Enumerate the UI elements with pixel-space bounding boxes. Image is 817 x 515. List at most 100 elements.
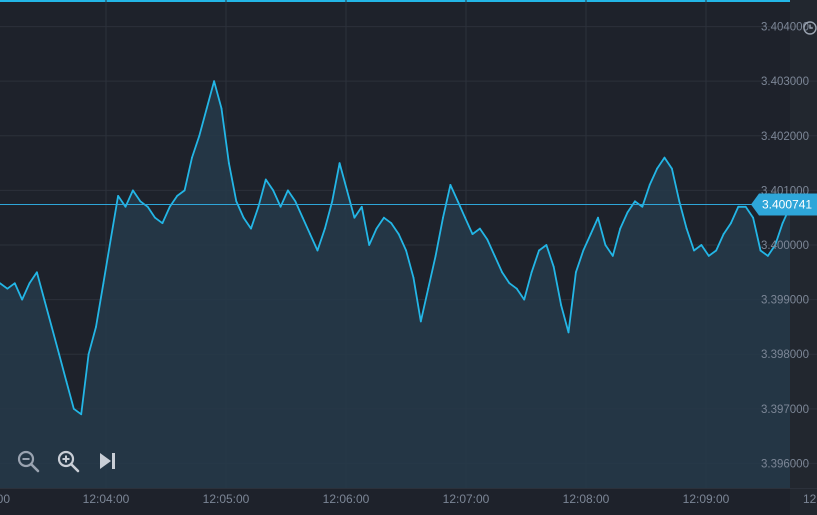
data-point: [471, 233, 474, 235]
data-point: [670, 167, 673, 170]
data-point: [0, 282, 1, 285]
data-point: [508, 282, 511, 285]
data-point: [656, 167, 659, 170]
data-point: [560, 304, 563, 306]
data-point: [272, 189, 275, 192]
current-price-label: 3.400741: [762, 198, 812, 212]
data-point: [567, 331, 570, 334]
data-point: [294, 200, 297, 203]
data-point: [58, 353, 60, 356]
zoom-in-icon: [57, 450, 80, 473]
x-axis-ticks: 00 12:04:00 12:05:00 12:06:00 12:07:00 12:08:…: [0, 492, 817, 506]
price-line: [0, 80, 791, 416]
zoom-in-button[interactable]: [55, 448, 81, 474]
data-point: [242, 216, 245, 219]
data-point: [331, 200, 334, 203]
data-point: [449, 184, 452, 186]
data-point: [287, 189, 289, 192]
data-point: [95, 326, 97, 328]
y-tick-label: 3.399000: [761, 295, 809, 307]
data-point: [493, 255, 496, 257]
data-point: [346, 189, 348, 192]
y-tick-label: 3.396000: [761, 458, 809, 470]
x-tick-label: 12:05:00: [203, 492, 250, 506]
data-point: [191, 156, 193, 159]
data-point: [213, 80, 216, 83]
data-point: [611, 255, 614, 257]
y-tick-label: 3.404000: [761, 22, 809, 34]
data-point: [390, 222, 393, 225]
data-point: [574, 271, 577, 274]
data-point: [87, 353, 90, 356]
data-point: [781, 222, 784, 225]
data-point: [168, 205, 171, 208]
data-point: [36, 271, 38, 274]
zoom-out-icon: [17, 450, 40, 473]
data-point: [250, 227, 252, 230]
data-point: [523, 298, 526, 301]
clock-icon[interactable]: [803, 21, 817, 35]
data-point: [353, 216, 356, 219]
data-point: [43, 298, 46, 301]
data-point: [227, 162, 230, 164]
data-point: [663, 156, 666, 159]
data-point: [146, 205, 149, 208]
data-point: [737, 205, 740, 208]
data-point: [198, 134, 201, 137]
data-point: [264, 178, 267, 181]
data-point: [235, 200, 238, 203]
current-price-badge: [751, 193, 817, 216]
data-point: [131, 189, 134, 192]
area-series: [0, 80, 791, 488]
data-point: [360, 205, 363, 208]
data-point: [368, 244, 371, 246]
price-axis-panel: [790, 0, 817, 515]
data-point: [641, 205, 644, 208]
data-point: [634, 200, 636, 203]
x-tick-label: 00: [0, 492, 10, 506]
data-point: [316, 249, 319, 252]
data-point: [412, 276, 415, 279]
data-point: [405, 249, 407, 252]
data-point: [154, 216, 156, 219]
data-point: [434, 255, 437, 257]
data-point: [597, 216, 599, 219]
data-point: [744, 205, 747, 208]
data-point: [419, 320, 422, 323]
data-point: [530, 271, 533, 274]
data-point: [456, 200, 459, 203]
data-point: [552, 265, 555, 268]
data-point: [161, 222, 164, 225]
data-point: [752, 216, 754, 219]
y-tick-label: 3.403000: [761, 76, 809, 88]
data-point: [139, 200, 142, 203]
data-point: [766, 255, 769, 257]
data-point: [619, 227, 622, 230]
data-point: [442, 216, 444, 219]
data-point: [678, 200, 681, 203]
data-point: [28, 282, 31, 285]
data-point: [730, 222, 732, 225]
y-tick-label: 3.400000: [761, 240, 809, 252]
data-point: [279, 205, 282, 208]
x-tick-label: 12:07:00: [443, 492, 490, 506]
data-point: [759, 249, 762, 252]
data-point: [309, 233, 311, 235]
data-point: [774, 244, 777, 246]
skip-to-end-icon: [100, 453, 115, 469]
zoom-out-button[interactable]: [15, 448, 41, 474]
data-point: [486, 238, 489, 241]
data-point: [72, 407, 75, 410]
data-point: [257, 205, 260, 208]
data-point: [626, 211, 629, 214]
data-point: [464, 216, 467, 219]
data-point: [21, 298, 24, 301]
scroll-to-end-button[interactable]: [95, 448, 121, 474]
data-point: [501, 271, 503, 274]
data-point: [205, 107, 208, 110]
data-point: [538, 249, 540, 252]
data-point: [648, 184, 651, 186]
data-point: [80, 413, 83, 416]
data-point: [375, 227, 378, 230]
x-tick-label: 12: [803, 492, 817, 506]
